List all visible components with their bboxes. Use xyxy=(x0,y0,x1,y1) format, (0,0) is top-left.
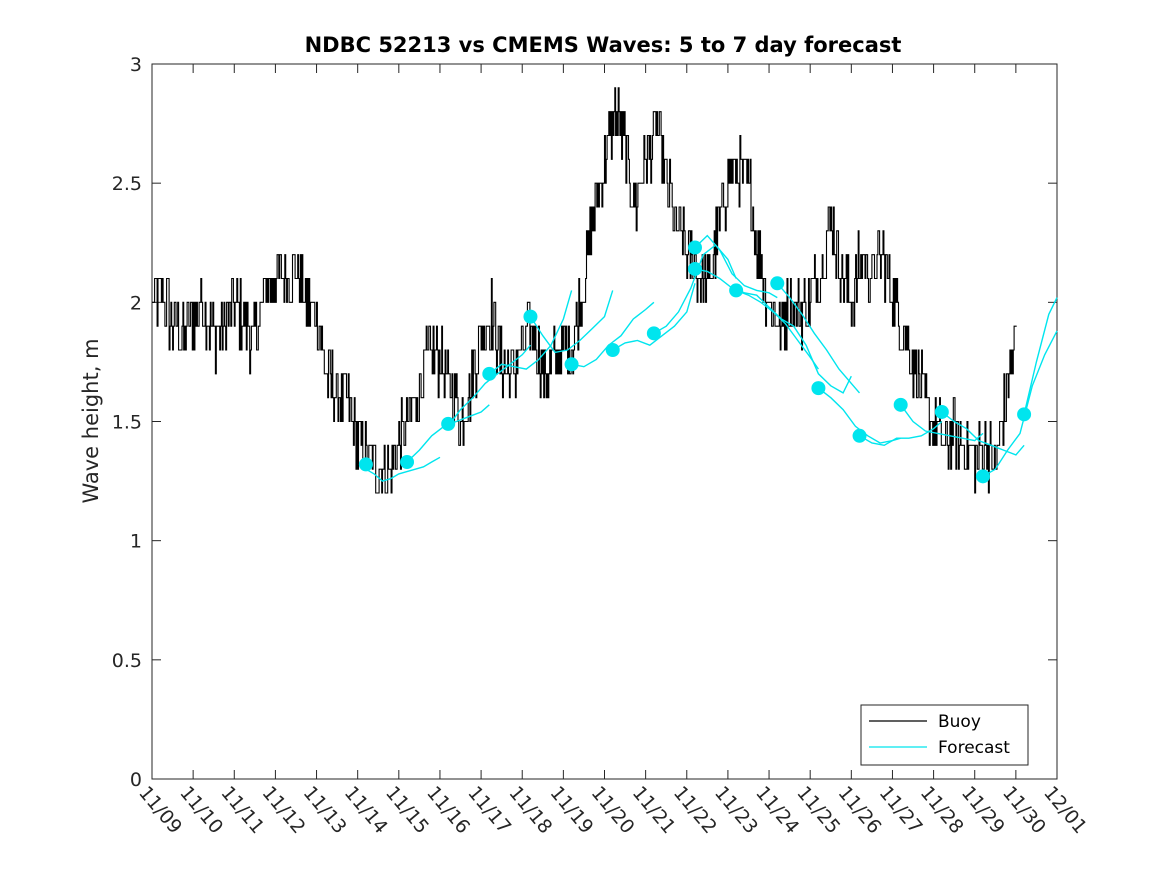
forecast-line-16 xyxy=(982,330,1058,477)
forecast-line-6 xyxy=(612,283,696,351)
forecast-line-5 xyxy=(571,301,655,368)
forecast-marker xyxy=(482,366,497,381)
forecast-marker xyxy=(400,455,415,470)
forecast-marker xyxy=(1017,407,1032,422)
y-tick-label: 0 xyxy=(130,769,142,791)
forecast-marker xyxy=(564,357,579,372)
y-tick-label: 2.5 xyxy=(112,173,142,195)
forecast-marker xyxy=(934,404,949,419)
forecast-line-3 xyxy=(488,290,573,375)
forecast-marker xyxy=(605,343,620,357)
legend-box xyxy=(860,704,1029,766)
forecast-line-14 xyxy=(900,404,984,442)
buoy-series xyxy=(152,87,1017,494)
y-axis: 0 0.5 1 1.5 2 2.5 3 xyxy=(112,54,1057,791)
forecast-marker xyxy=(441,416,456,431)
forecast-markers xyxy=(358,240,1032,484)
forecast-line-17 xyxy=(1023,297,1058,415)
forecast-marker xyxy=(358,457,373,472)
forecast-marker xyxy=(646,326,661,341)
forecast-marker xyxy=(811,381,826,396)
forecast-line-13 xyxy=(859,420,943,447)
forecast-marker xyxy=(688,261,702,276)
forecast-marker xyxy=(975,469,990,484)
forecast-line-10 xyxy=(735,289,819,370)
forecast-marker xyxy=(770,276,785,291)
forecast-marker xyxy=(523,309,538,324)
forecast-line-15 xyxy=(941,411,1025,456)
forecast-line-8 xyxy=(694,234,778,299)
forecast-line-0 xyxy=(365,456,441,482)
y-tick-label: 2 xyxy=(130,292,142,314)
legend-buoy-label: Buoy xyxy=(938,712,981,732)
forecast-marker xyxy=(729,283,744,298)
legend: Buoy Forecast xyxy=(860,704,1029,766)
buoy-line xyxy=(152,87,1017,494)
y-tick-label: 0.5 xyxy=(112,650,142,672)
forecast-marker xyxy=(852,428,867,443)
chart-title: NDBC 52213 vs CMEMS Waves: 5 to 7 day fo… xyxy=(305,33,902,57)
legend-forecast-label: Forecast xyxy=(938,738,1010,758)
forecast-marker xyxy=(688,240,702,255)
y-tick-label: 3 xyxy=(130,54,142,76)
y-axis-label: Wave height, m xyxy=(79,338,103,503)
y-tick-label: 1 xyxy=(130,531,142,553)
y-tick-label: 1.5 xyxy=(112,412,142,434)
forecast-line-4 xyxy=(529,290,614,354)
forecast-marker xyxy=(893,397,908,412)
forecast-line-11 xyxy=(776,282,861,394)
